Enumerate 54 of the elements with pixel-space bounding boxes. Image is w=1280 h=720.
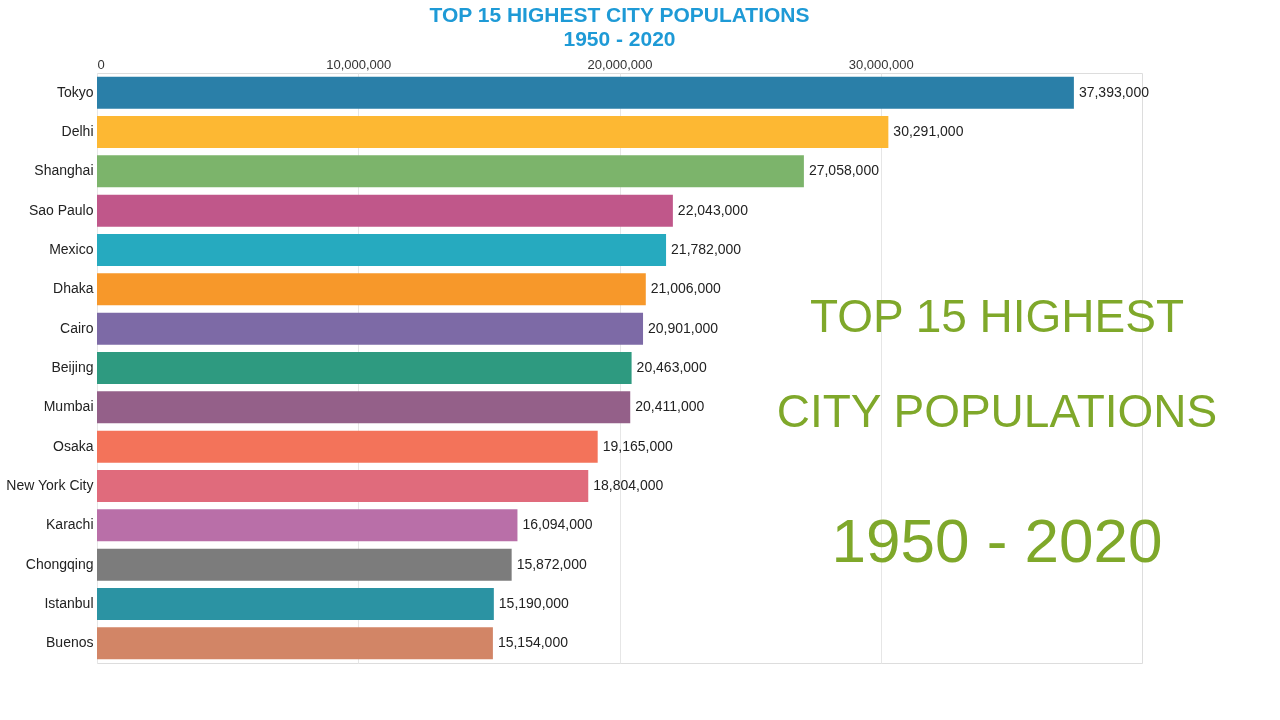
y-tick-label: Cairo	[60, 319, 94, 336]
x-tick-label: 10,000,000	[326, 56, 392, 72]
data-label: 22,043,000	[677, 201, 749, 218]
data-label: 21,782,000	[671, 241, 742, 257]
annotation: TOP 15 HIGHEST	[809, 290, 1185, 342]
annotation: 1950 - 2020	[831, 506, 1163, 575]
data-label: 20,463,000	[636, 359, 707, 375]
y-tick-label: Tokyo	[56, 83, 94, 100]
y-tick-label: New York City	[6, 477, 94, 493]
y-tick-label: Karachi	[46, 516, 94, 533]
bar	[97, 312, 644, 345]
data-label: 15,872,000	[516, 555, 587, 572]
data-label: 15,154,000	[497, 634, 569, 651]
bar	[97, 273, 646, 306]
y-tick-label: Istanbul	[44, 595, 94, 611]
bar	[97, 470, 589, 502]
data-label: 18,804,000	[593, 477, 664, 493]
y-tick-label: Chongqing	[25, 555, 94, 572]
bar	[97, 352, 632, 384]
bar	[97, 116, 889, 148]
bar	[97, 194, 673, 227]
data-label: 37,393,000	[1078, 83, 1150, 100]
data-label: 19,165,000	[602, 437, 673, 454]
bar	[97, 509, 518, 542]
chart-title: TOP 15 HIGHEST CITY POPULATIONS	[429, 3, 810, 26]
y-tick-label: Buenos	[46, 634, 94, 651]
bar	[97, 76, 1074, 109]
bar	[97, 391, 631, 424]
data-label: 16,094,000	[522, 516, 593, 533]
data-label: 15,190,000	[498, 595, 570, 611]
x-tick-label: 30,000,000	[848, 56, 914, 72]
data-label: 20,411,000	[635, 398, 705, 415]
x-tick-label: 20,000,000	[587, 56, 653, 72]
y-tick-label: Beijing	[51, 359, 94, 375]
bar	[97, 588, 494, 620]
x-tick-label: 0	[97, 56, 105, 72]
data-label: 20,901,000	[648, 319, 719, 336]
y-tick-label: Dhaka	[53, 280, 94, 297]
y-tick-label: Delhi	[61, 123, 94, 139]
bar	[97, 430, 598, 463]
chart-subtitle: 1950 - 2020	[563, 27, 676, 50]
y-tick-label: Shanghai	[34, 162, 94, 179]
data-label: 21,006,000	[650, 280, 722, 297]
y-tick-label: Osaka	[53, 437, 94, 454]
annotation: CITY POPULATIONS	[776, 385, 1218, 437]
y-tick-label: Sao Paulo	[28, 201, 94, 218]
data-label: 27,058,000	[808, 162, 880, 179]
data-label: 30,291,000	[893, 123, 964, 139]
y-tick-label: Mumbai	[43, 398, 94, 415]
bar	[97, 627, 493, 660]
y-tick-label: Mexico	[49, 241, 94, 257]
bar	[97, 155, 804, 188]
bar	[97, 548, 512, 581]
bar	[97, 234, 667, 266]
